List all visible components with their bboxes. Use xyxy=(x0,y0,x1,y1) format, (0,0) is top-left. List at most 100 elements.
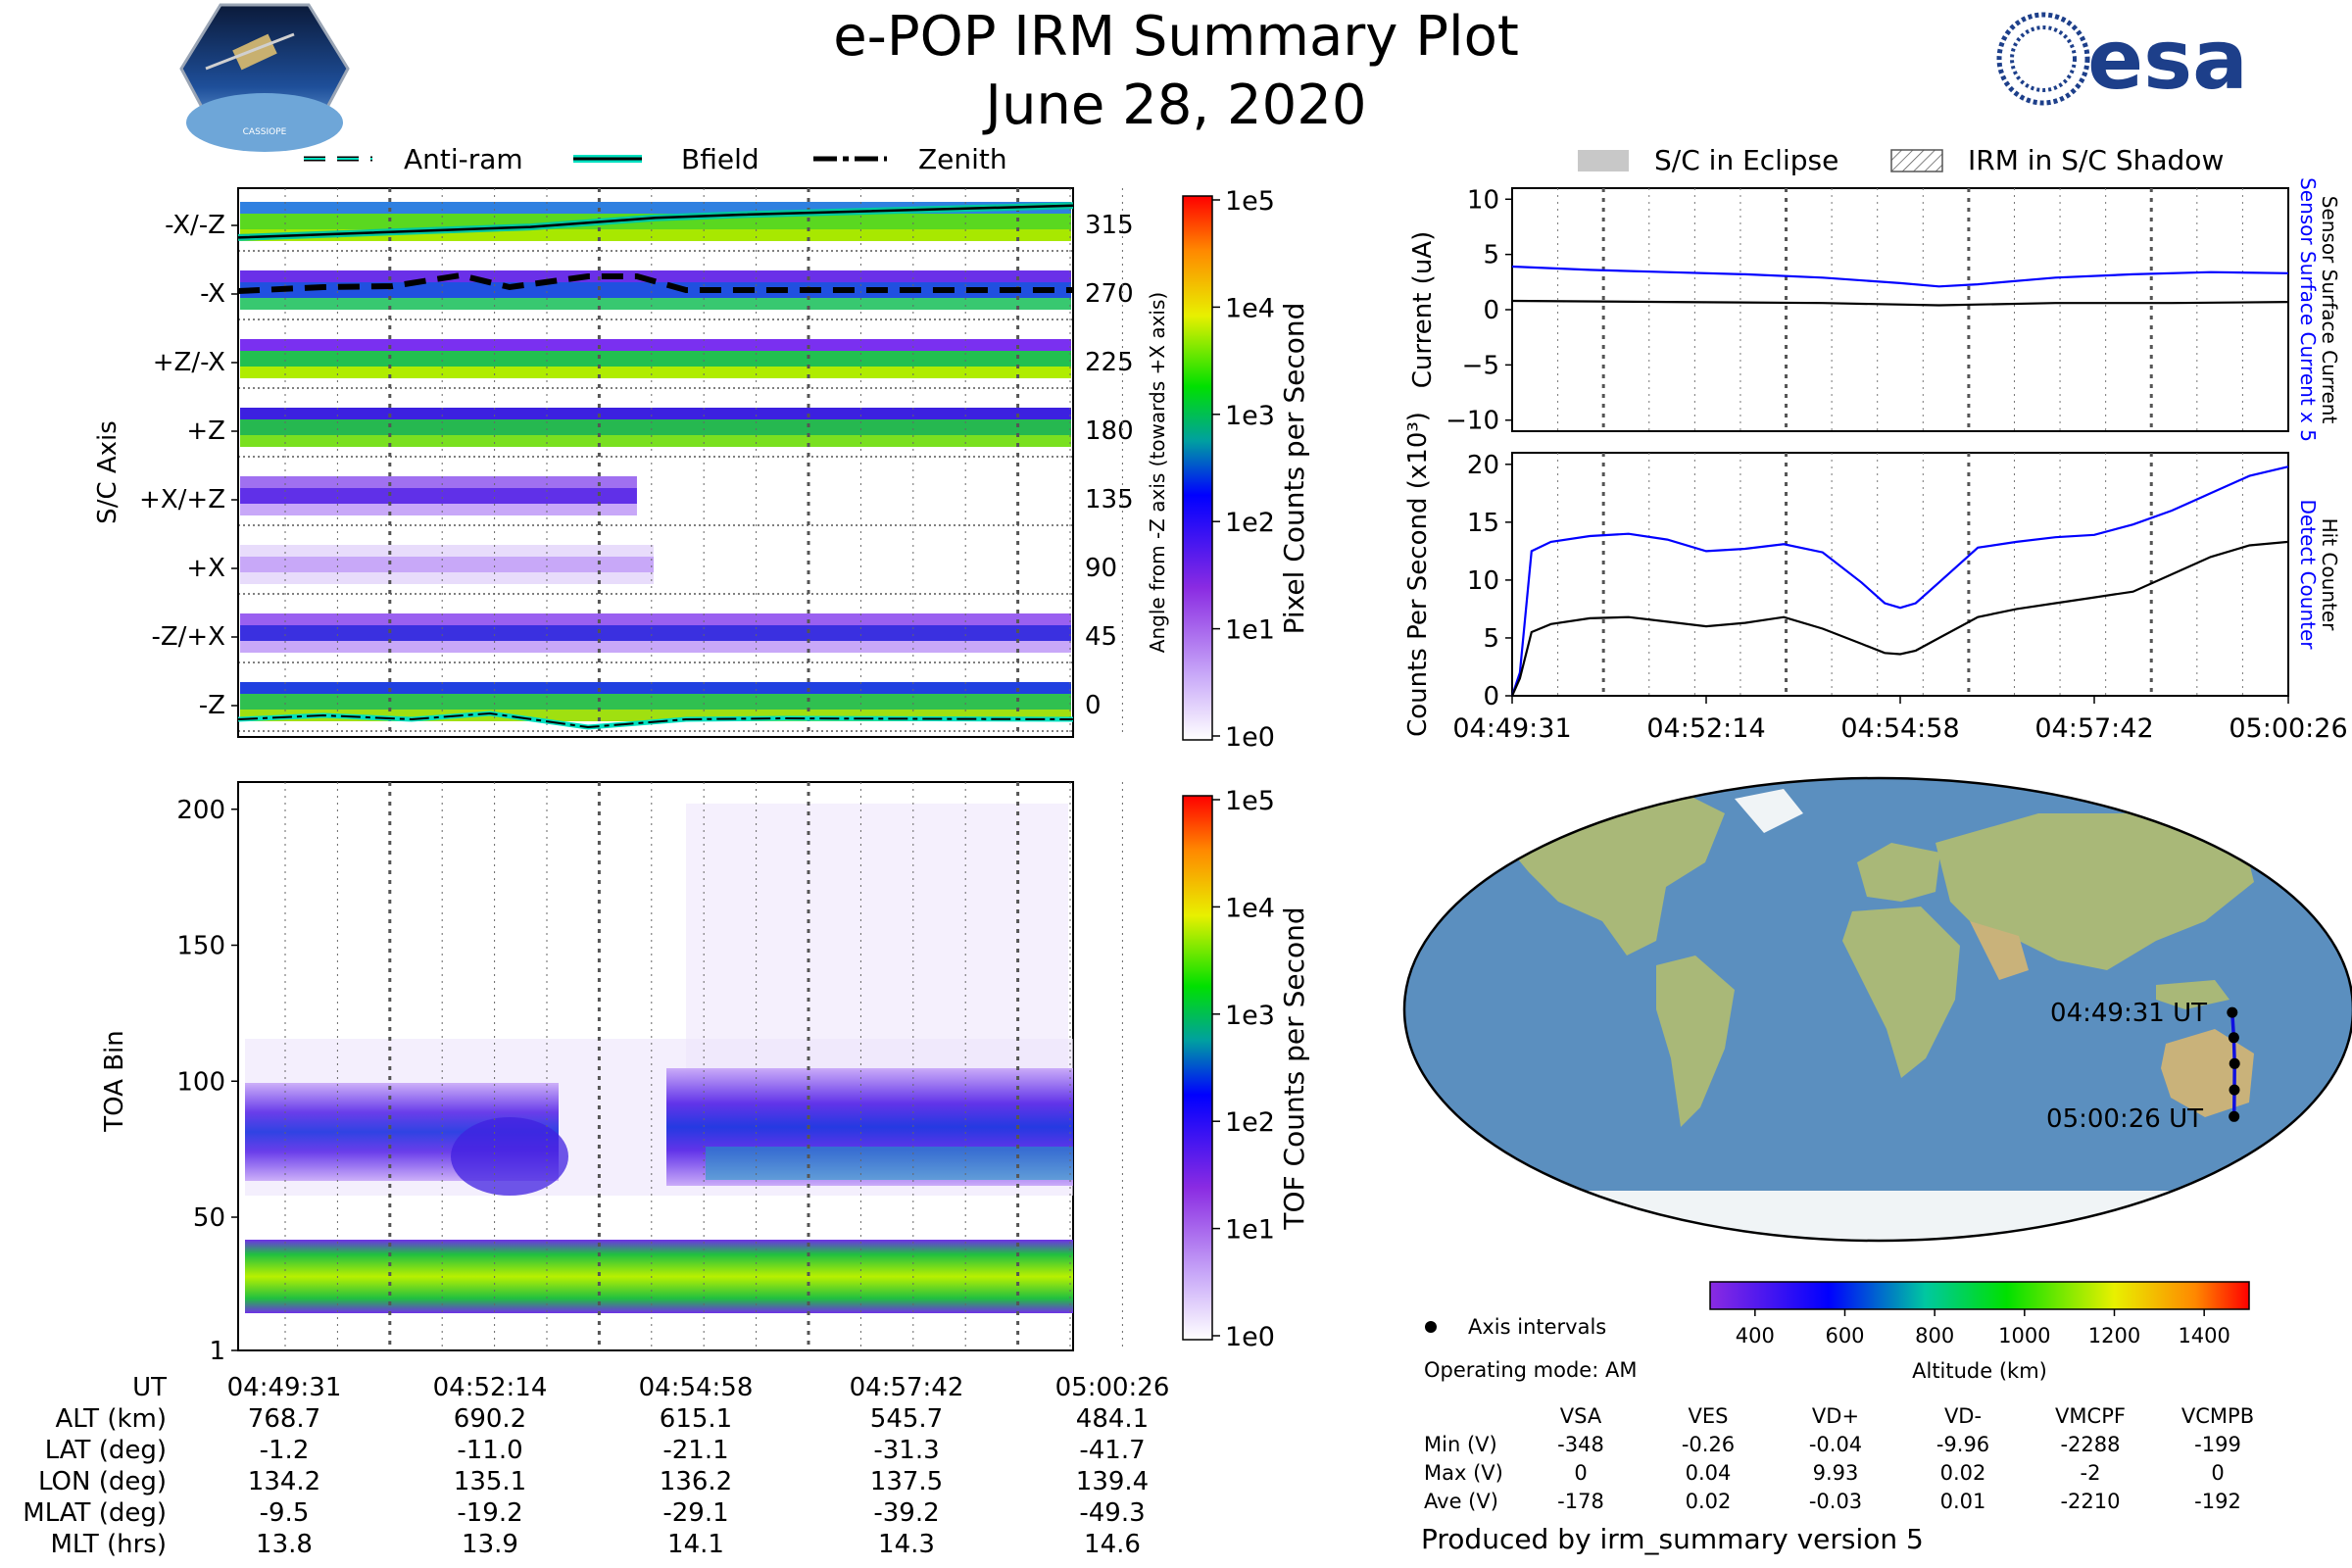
angle-right-tick-label: 135 xyxy=(1085,485,1134,514)
angle-rows: -X/-Z 315 -X 270 +Z/-X 225 +Z 180 +X/+Z 135 +X 90 -Z… xyxy=(139,202,1134,732)
ephemeris-cell: 13.9 xyxy=(462,1530,518,1559)
voltage-cell: 9.93 xyxy=(1813,1461,1859,1485)
angle-row-label: +Z/-X xyxy=(153,348,225,377)
ephemeris-row-label: MLT (hrs) xyxy=(51,1530,168,1559)
map-legend: Axis intervals Operating mode: AM xyxy=(1424,1315,1637,1382)
track-start-label: 04:49:31 UT xyxy=(2050,999,2207,1028)
altitude-tick-label: 400 xyxy=(1736,1324,1775,1348)
angle-row-label: -X xyxy=(200,279,225,309)
orbit-interval-point xyxy=(2227,1006,2238,1018)
ephemeris-cell: -11.0 xyxy=(457,1436,522,1465)
colorbar-tick-label: 1e5 xyxy=(1225,786,1275,816)
badge-text: CASSIOPE xyxy=(243,127,287,137)
voltage-row-label: Max (V) xyxy=(1424,1461,1503,1485)
angle-right-tick-label: 270 xyxy=(1085,279,1134,309)
colorbar-tick-label: 1e0 xyxy=(1225,722,1275,753)
angle-row-band-mid xyxy=(240,557,654,572)
voltage-cell: -0.03 xyxy=(1809,1490,1862,1513)
voltage-header: VCMPB xyxy=(2181,1404,2254,1428)
tof-colorbar-label: TOF Counts per Second xyxy=(1278,906,1310,1230)
voltage-cell: 0 xyxy=(1574,1461,1587,1485)
angle-row-band-mid xyxy=(240,488,637,504)
voltage-header: VD+ xyxy=(1812,1404,1859,1428)
ephemeris-cell: 139.4 xyxy=(1076,1467,1149,1496)
colorbar-tick-label: 1e2 xyxy=(1225,508,1275,538)
line-panel-y-tick-label: 10 xyxy=(1467,566,1499,596)
line-panel-y-tick-label: −5 xyxy=(1462,351,1499,380)
ephemeris-cell: 134.2 xyxy=(248,1467,320,1496)
angle-row-band-top xyxy=(240,682,1071,694)
angle-right-tick-label: 45 xyxy=(1085,622,1117,652)
line-panel-y-tick-label: 20 xyxy=(1467,451,1499,480)
ephemeris-row-label: LAT (deg) xyxy=(45,1436,167,1465)
line-panel-y-tick-label: −10 xyxy=(1446,407,1499,436)
voltage-cell: -199 xyxy=(2194,1433,2241,1456)
toa-y-tick-label: 200 xyxy=(176,796,225,825)
hit-counter-line xyxy=(1510,540,2289,697)
current-ylabel: Current (uA) xyxy=(1408,231,1438,388)
voltage-cell: 0.02 xyxy=(1686,1490,1732,1513)
angle-row-band-bottom xyxy=(240,435,1071,447)
colorbar-tick-label: 1e4 xyxy=(1225,293,1275,323)
colorbar-tick-label: 1e4 xyxy=(1225,893,1275,923)
shading-legend: S/C in Eclipse IRM in S/C Shadow xyxy=(1578,144,2224,176)
line-panel-y-tick-label: 0 xyxy=(1483,296,1499,325)
angle-row-label: +Z xyxy=(186,416,225,446)
ephemeris-row-label: UT xyxy=(132,1373,167,1402)
counts-series-label-black: Hit Counter xyxy=(2318,518,2341,631)
toa-panel-ylabel: TOA Bin xyxy=(100,1030,129,1132)
ephemeris-cell: 690.2 xyxy=(454,1404,526,1434)
angle-row-band-mid xyxy=(240,351,1071,367)
angle-row-band-bottom xyxy=(240,504,637,515)
counts-x-tick-label: 04:57:42 xyxy=(2034,713,2153,744)
footer-text: Produced by irm_summary version 5 xyxy=(1421,1523,1924,1555)
bfield-trace-core xyxy=(237,204,1074,239)
antiram-trace xyxy=(237,271,1073,294)
voltage-header: VMCPF xyxy=(2055,1404,2126,1428)
angle-row-label: +X xyxy=(186,554,225,583)
sensor-current-line xyxy=(1511,265,2289,288)
angle-panel-ylabel: S/C Axis xyxy=(93,420,122,524)
voltage-cell: -192 xyxy=(2194,1490,2241,1513)
angle-row-band-bottom xyxy=(240,641,1071,653)
ephemeris-cell: -31.3 xyxy=(873,1436,939,1465)
angle-right-tick-label: 90 xyxy=(1085,554,1117,583)
ephemeris-cell: 615.1 xyxy=(660,1404,732,1434)
zenith-trace-core xyxy=(237,711,1074,729)
orbit-interval-point xyxy=(2229,1110,2240,1122)
axis-interval-marker xyxy=(1425,1321,1437,1333)
voltage-table: VSA VES VD+ VD- VMCPF VCMPB Min (V) -348 -0.26 -0… xyxy=(1424,1404,2254,1513)
voltage-cell: -2288 xyxy=(2060,1433,2120,1456)
angle-row-label: -Z xyxy=(199,691,225,720)
voltage-cell: -0.26 xyxy=(1682,1433,1735,1456)
ephemeris-cell: 05:00:26 xyxy=(1055,1373,1170,1402)
toa-upper-band-right-core xyxy=(706,1147,1073,1180)
angle-right-axis-label: Angle from -Z axis (towards +X axis) xyxy=(1146,292,1169,653)
ephemeris-row-label: ALT (km) xyxy=(55,1404,167,1434)
ephemeris-cell: 14.1 xyxy=(667,1530,724,1559)
counts-x-tick-label: 04:52:14 xyxy=(1646,713,1765,744)
voltage-cell: -0.04 xyxy=(1809,1433,1862,1456)
angle-right-tick-label: 180 xyxy=(1085,416,1134,446)
track-end-label: 05:00:26 UT xyxy=(2046,1104,2203,1134)
counts-panel-frame xyxy=(1511,452,2289,697)
ephemeris-cell: 768.7 xyxy=(248,1404,320,1434)
line-panel-y-tick-label: 5 xyxy=(1483,241,1499,270)
legend-eclipse: S/C in Eclipse xyxy=(1654,144,1838,176)
voltage-cell: -2 xyxy=(2081,1461,2101,1485)
page-date: June 28, 2020 xyxy=(982,74,1366,137)
ephemeris-cell: -41.7 xyxy=(1079,1436,1145,1465)
angle-row-band-mid xyxy=(240,419,1071,435)
orbit-points xyxy=(2227,1006,2240,1122)
map-land xyxy=(1404,784,2352,1241)
line-panel-y-tick-label: 0 xyxy=(1483,682,1499,711)
ephemeris-cell: -39.2 xyxy=(873,1498,939,1528)
toa-y-tick-label: 100 xyxy=(176,1067,225,1097)
angle-row-label: -Z/+X xyxy=(151,622,225,652)
altitude-colorbar-label: Altitude (km) xyxy=(1912,1359,2047,1383)
angle-row-band-top xyxy=(240,545,654,557)
angle-row-band-mid xyxy=(240,694,1071,710)
ephemeris-cell: -19.2 xyxy=(457,1498,522,1528)
voltage-cell: -178 xyxy=(1557,1490,1604,1513)
counts-x-axis: 04:49:31 04:52:14 04:54:58 04:57:42 05:00:26 xyxy=(1452,696,2348,744)
